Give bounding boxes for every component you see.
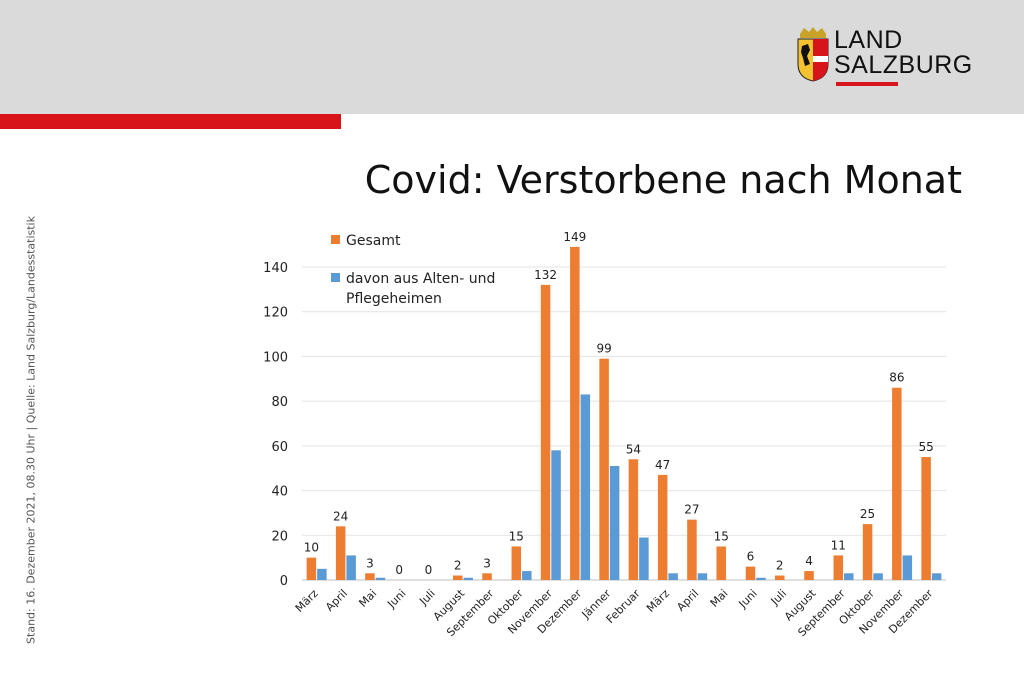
bar-gesamt <box>540 284 551 580</box>
data-label: 0 <box>425 563 433 577</box>
data-label: 86 <box>889 371 904 385</box>
data-label: 3 <box>366 556 374 570</box>
data-label: 3 <box>483 556 491 570</box>
logo-line-2: SALZBURG <box>834 51 973 79</box>
y-tick-label: 140 <box>263 261 288 276</box>
data-label: 132 <box>534 268 557 282</box>
x-tick-label: Juni <box>736 587 760 611</box>
slide-title: Covid: Verstorbene nach Monat <box>364 158 962 202</box>
bar-pflegeheime <box>902 555 913 580</box>
bar-pflegeheime <box>551 450 561 580</box>
x-tick-label: Juni <box>384 587 408 611</box>
bar-pflegeheime <box>609 465 620 580</box>
bar-gesamt <box>862 524 873 580</box>
bar-pflegeheime <box>756 577 766 580</box>
data-label: 25 <box>860 507 875 521</box>
y-tick-label: 40 <box>271 485 288 500</box>
legend-label-gesamt: Gesamt <box>346 233 401 249</box>
bar-pflegeheime <box>873 573 883 580</box>
logo-line-1: LAND <box>834 26 903 54</box>
data-label: 47 <box>655 458 670 472</box>
logo-underline <box>836 82 898 86</box>
bar-gesamt <box>628 459 639 580</box>
legend-label-pflegeheime-line2: Pflegeheimen <box>346 291 442 307</box>
bar-pflegeheime <box>844 573 854 580</box>
accent-stripe <box>0 114 341 129</box>
data-label: 10 <box>304 541 319 555</box>
bar-gesamt <box>804 571 814 580</box>
legend-swatch-pflegeheime <box>331 273 340 282</box>
data-label: 4 <box>805 554 813 568</box>
bar-gesamt <box>482 573 492 580</box>
bar-pflegeheime <box>463 577 473 580</box>
bar-gesamt <box>657 474 668 580</box>
bar-pflegeheime <box>317 568 327 580</box>
bar-gesamt <box>687 519 697 580</box>
y-tick-label: 80 <box>271 395 288 410</box>
data-label: 24 <box>333 509 348 523</box>
legend-label-pflegeheime-line1: davon aus Alten- und <box>346 271 495 287</box>
x-tick-label: März <box>293 587 321 615</box>
bar-gesamt <box>833 555 844 580</box>
legend-swatch-gesamt <box>331 235 340 244</box>
bar-gesamt <box>892 387 902 580</box>
y-tick-label: 120 <box>263 306 288 321</box>
data-label: 15 <box>714 529 729 543</box>
x-tick-label: April <box>674 587 701 614</box>
bar-pflegeheime <box>697 573 708 580</box>
bar-gesamt <box>775 575 785 580</box>
x-tick-label: Juli <box>768 587 789 608</box>
data-label: 15 <box>509 529 524 543</box>
bar-pflegeheime <box>931 573 942 580</box>
data-label: 27 <box>684 503 699 517</box>
logo-wordmark: LAND SALZBURG <box>834 28 973 78</box>
x-tick-label: Juli <box>416 587 437 608</box>
bar-pflegeheime <box>580 394 591 580</box>
coat-of-arms-icon <box>797 27 829 82</box>
bar-gesamt <box>306 557 317 580</box>
data-label: 6 <box>747 550 755 564</box>
y-tick-label: 20 <box>271 529 288 544</box>
bar-gesamt <box>716 546 726 580</box>
bar-pflegeheime <box>375 577 386 580</box>
data-label: 2 <box>776 559 784 573</box>
bar-pflegeheime <box>522 571 532 580</box>
bar-gesamt <box>511 546 522 580</box>
x-tick-label: März <box>644 587 672 615</box>
x-tick-label: Mai <box>356 587 379 610</box>
header-bar <box>0 0 1024 114</box>
bar-gesamt <box>745 566 756 580</box>
data-label: 2 <box>454 559 462 573</box>
data-label: 54 <box>626 442 641 456</box>
data-label: 0 <box>395 563 403 577</box>
bar-gesamt <box>453 575 463 580</box>
bar-gesamt <box>570 246 580 580</box>
bar-pflegeheime <box>668 573 678 580</box>
data-label: 55 <box>918 440 933 454</box>
x-tick-label: April <box>323 587 350 614</box>
x-tick-label: Mai <box>708 587 731 610</box>
y-tick-label: 0 <box>280 574 288 589</box>
data-label: 11 <box>831 538 846 552</box>
land-salzburg-logo: LAND SALZBURG <box>796 24 976 94</box>
y-tick-label: 60 <box>271 440 288 455</box>
bar-gesamt <box>599 358 609 580</box>
bar-gesamt <box>335 526 346 580</box>
bar-gesamt <box>921 457 931 580</box>
data-label: 149 <box>563 230 586 244</box>
data-label: 99 <box>596 342 611 356</box>
y-tick-label: 100 <box>263 350 288 365</box>
bar-pflegeheime <box>639 537 649 580</box>
bar-pflegeheime <box>346 555 356 580</box>
bar-gesamt <box>365 573 375 580</box>
